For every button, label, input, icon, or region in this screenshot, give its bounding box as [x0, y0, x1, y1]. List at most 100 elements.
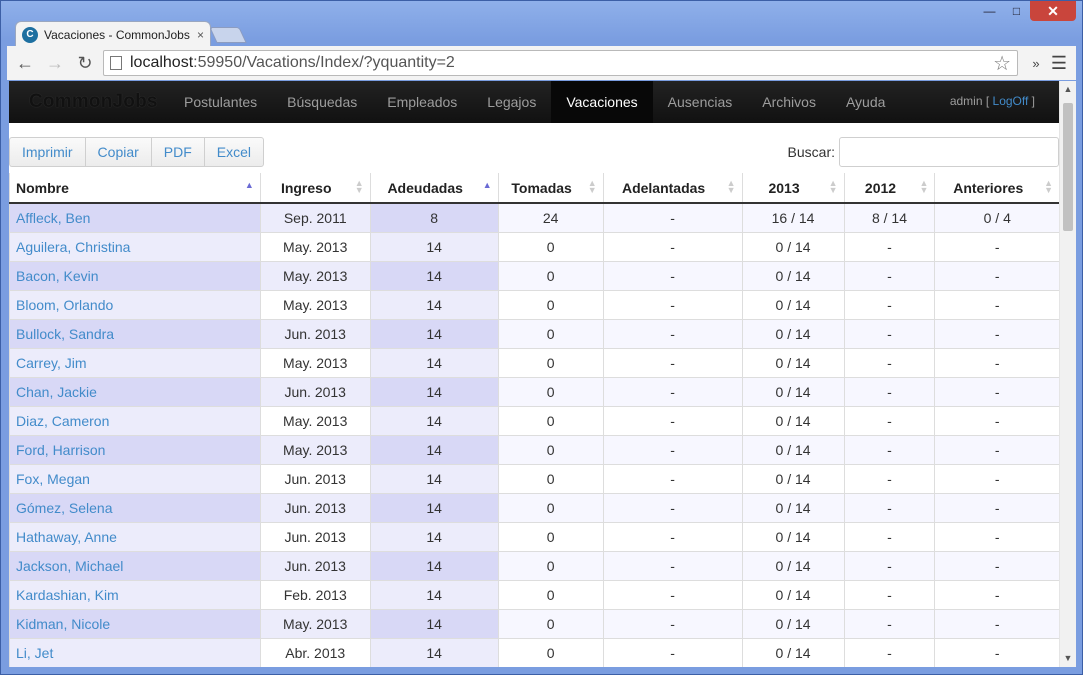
table-body: Affleck, Ben Sep. 2011 8 24-16 / 14 8 / 14 0 … — [9, 202, 1059, 667]
logoff-link[interactable]: LogOff — [992, 94, 1029, 108]
menu-icon[interactable]: ☰ — [1050, 52, 1068, 73]
new-tab-button[interactable] — [209, 27, 247, 43]
employee-name-link[interactable]: Chan, Jackie — [9, 376, 261, 406]
page-icon — [110, 56, 122, 70]
table-cell: - — [602, 347, 743, 377]
table-cell: 14 — [369, 318, 499, 348]
table-row: Kardashian, Kim Feb. 2013 14 0-0 / 14- - — [9, 579, 1059, 609]
employee-name-link[interactable]: Hathaway, Anne — [9, 521, 261, 551]
table-row: Bacon, Kevin May. 2013 14 0-0 / 14- - — [9, 260, 1059, 290]
table-cell: 0 — [497, 492, 604, 522]
nav-item-1[interactable]: Búsquedas — [287, 94, 358, 110]
table-row: Diaz, Cameron May. 2013 14 0-0 / 14- - — [9, 405, 1059, 435]
sort-icon: ▲ — [482, 180, 492, 190]
table-cell: - — [843, 521, 935, 551]
employee-name-link[interactable]: Aguilera, Christina — [9, 231, 261, 261]
nav-item-7[interactable]: Ayuda — [845, 94, 886, 110]
table-cell: Sep. 2011 — [259, 202, 371, 232]
table-cell: 0 — [497, 550, 604, 580]
column-header-5[interactable]: 2013 ▲ ▼ — [741, 173, 845, 204]
employee-name-link[interactable]: Bacon, Kevin — [9, 260, 261, 290]
table-cell: May. 2013 — [259, 347, 371, 377]
export-button-2[interactable]: PDF — [150, 137, 204, 167]
table-cell: - — [934, 231, 1059, 261]
back-arrow-icon[interactable]: ← — [16, 52, 34, 73]
employee-name-link[interactable]: Jackson, Michael — [9, 550, 261, 580]
scroll-down-icon[interactable]: ▼ — [1063, 653, 1073, 663]
search-input[interactable] — [839, 137, 1059, 167]
scroll-up-icon[interactable]: ▲ — [1063, 84, 1073, 94]
sort-icon: ▲ ▼ — [726, 178, 736, 195]
table-cell: 0 — [497, 637, 604, 667]
table-cell: - — [843, 405, 935, 435]
employee-name-link[interactable]: Kidman, Nicole — [9, 608, 261, 638]
top-navbar: CommonJobs Postulantes Búsquedas Empleados… — [9, 81, 1059, 123]
table-cell: - — [843, 318, 935, 348]
column-header-label: Anteriores — [953, 179, 1024, 196]
nav-item-0[interactable]: Postulantes — [184, 94, 258, 110]
browser-tab[interactable]: C Vacaciones - CommonJobs × — [15, 21, 211, 47]
brand-logo[interactable]: CommonJobs — [29, 91, 158, 112]
nav-item-2[interactable]: Empleados — [387, 94, 458, 110]
bookmark-star-icon[interactable]: ☆ — [993, 52, 1011, 75]
minimize-button[interactable]: — — [983, 4, 996, 18]
column-header-3[interactable]: Tomadas ▲ ▼ — [497, 173, 604, 204]
employee-name-link[interactable]: Carrey, Jim — [9, 347, 261, 377]
sort-icon: ▲ ▼ — [828, 178, 838, 195]
employee-name-link[interactable]: Bullock, Sandra — [9, 318, 261, 348]
table-cell: 0 / 14 — [741, 608, 845, 638]
table-cell: - — [843, 289, 935, 319]
window-controls: — □ ✕ — [976, 1, 1076, 21]
table-cell: 0 / 14 — [741, 231, 845, 261]
employee-name-link[interactable]: Li, Jet — [9, 637, 261, 667]
forward-arrow-icon[interactable]: → — [46, 52, 64, 73]
table-row: Carrey, Jim May. 2013 14 0-0 / 14- - — [9, 347, 1059, 377]
column-header-4[interactable]: Adelantadas ▲ ▼ — [602, 173, 743, 204]
address-bar[interactable]: localhost:59950/Vacations/Index/?yquanti… — [103, 50, 1018, 76]
table-cell: 14 — [369, 579, 499, 609]
nav-item-3[interactable]: Legajos — [487, 94, 537, 110]
vertical-scrollbar[interactable]: ▲ ▼ — [1059, 81, 1076, 667]
tab-close-icon[interactable]: × — [196, 27, 204, 42]
export-button-3[interactable]: Excel — [203, 137, 265, 167]
table-row: Chan, Jackie Jun. 2013 14 0-0 / 14- - — [9, 376, 1059, 406]
column-header-6[interactable]: 2012 ▲ ▼ — [843, 173, 935, 204]
close-window-button[interactable]: ✕ — [1030, 1, 1076, 21]
nav-item-4[interactable]: Vacaciones — [551, 81, 653, 123]
table-cell: - — [843, 463, 935, 493]
export-button-0[interactable]: Imprimir — [9, 137, 85, 167]
column-header-0[interactable]: Nombre ▲ — [9, 173, 261, 204]
employee-name-link[interactable]: Gómez, Selena — [9, 492, 261, 522]
table-cell: 0 / 14 — [741, 637, 845, 667]
table-cell: - — [602, 637, 743, 667]
employee-name-link[interactable]: Bloom, Orlando — [9, 289, 261, 319]
column-header-1[interactable]: Ingreso ▲ ▼ — [259, 173, 371, 204]
table-cell: - — [602, 231, 743, 261]
table-cell: - — [934, 405, 1059, 435]
nav-item-5[interactable]: Ausencias — [667, 94, 733, 110]
table-cell: Jun. 2013 — [259, 376, 371, 406]
column-header-2[interactable]: Adeudadas ▲ — [369, 173, 499, 204]
page-content: CommonJobs Postulantes Búsquedas Empleados… — [9, 81, 1059, 667]
employee-name-link[interactable]: Kardashian, Kim — [9, 579, 261, 609]
nav-item-6[interactable]: Archivos — [762, 94, 816, 110]
maximize-button[interactable]: □ — [1012, 4, 1021, 18]
username: admin — [949, 94, 983, 108]
column-header-7[interactable]: Anteriores ▲ ▼ — [934, 173, 1059, 204]
table-cell: - — [934, 347, 1059, 377]
employee-name-link[interactable]: Diaz, Cameron — [9, 405, 261, 435]
table-cell: 0 / 14 — [741, 318, 845, 348]
export-button-1[interactable]: Copiar — [84, 137, 151, 167]
table-cell: 0 / 14 — [741, 550, 845, 580]
table-cell: 0 / 14 — [741, 434, 845, 464]
reload-icon[interactable]: ↻ — [77, 52, 93, 73]
scroll-thumb[interactable] — [1063, 103, 1073, 231]
employee-name-link[interactable]: Affleck, Ben — [9, 202, 261, 232]
table-cell: - — [934, 376, 1059, 406]
table-cell: - — [602, 521, 743, 551]
employee-name-link[interactable]: Ford, Harrison — [9, 434, 261, 464]
table-cell: 0 — [497, 376, 604, 406]
extensions-chevron-icon[interactable]: » — [1032, 55, 1040, 71]
sort-icon: ▲ ▼ — [354, 178, 364, 195]
employee-name-link[interactable]: Fox, Megan — [9, 463, 261, 493]
